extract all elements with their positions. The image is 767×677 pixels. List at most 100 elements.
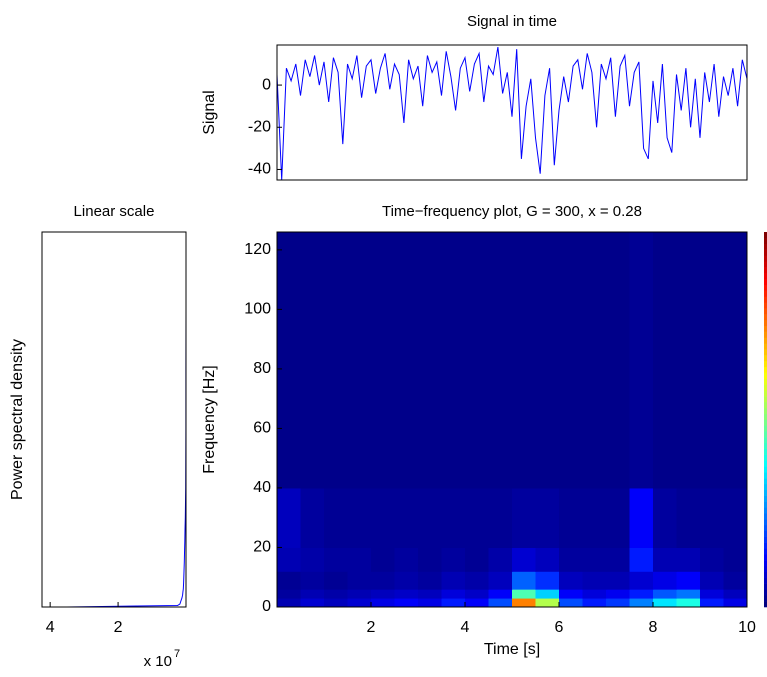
heatmap-cell <box>723 232 747 489</box>
heatmap-cell <box>418 598 442 607</box>
colorbar-strip <box>764 314 767 321</box>
heatmap-cell <box>512 232 536 489</box>
y-tick-label: 40 <box>253 479 271 496</box>
colorbar-strip <box>764 577 767 584</box>
heatmap-cell <box>535 589 560 599</box>
colorbar-strip <box>764 232 767 239</box>
heatmap-cell <box>676 598 701 607</box>
heatmap-cell <box>629 589 654 599</box>
heatmap-cell <box>582 598 607 607</box>
heatmap-cell <box>559 547 583 572</box>
heatmap-cell <box>324 232 348 489</box>
heatmap-cell <box>418 589 442 599</box>
colorbar-strip <box>764 571 767 579</box>
colorbar-strip <box>764 278 767 286</box>
heatmap-cell <box>582 487 607 548</box>
heatmap-cell <box>347 487 372 548</box>
colorbar-strip <box>764 325 767 332</box>
colorbar-strip <box>764 360 767 368</box>
heatmap-cell <box>324 571 348 590</box>
colorbar-strip <box>764 425 767 432</box>
heatmap-cell <box>512 589 536 599</box>
heatmap-cell <box>535 232 560 489</box>
y-tick-label: 0 <box>262 598 271 615</box>
colorbar-strip <box>764 495 767 502</box>
heatmap-cell <box>629 547 654 572</box>
y-axis-label: Frequency [Hz] <box>201 365 218 473</box>
colorbar-strip <box>764 472 767 479</box>
heatmap-cell <box>418 487 442 548</box>
heatmap-cell <box>559 487 583 548</box>
colorbar-strip <box>764 355 767 362</box>
x-tick-label: 2 <box>114 619 123 636</box>
heatmap-cell <box>441 547 466 572</box>
x-tick-label: 4 <box>46 619 55 636</box>
heatmap-cell <box>465 547 489 572</box>
colorbar-strip <box>764 478 767 485</box>
colorbar-strip <box>764 583 767 590</box>
colorbar-strip <box>764 454 767 461</box>
heatmap-cell <box>300 598 325 607</box>
heatmap-cell <box>512 487 536 548</box>
x-tick-label: 4 <box>461 619 470 636</box>
heatmap-cell <box>371 571 395 590</box>
colorbar-strip <box>764 589 767 596</box>
colorbar-strip <box>764 595 767 602</box>
heatmap-cell <box>441 589 466 599</box>
heatmap-cell <box>394 571 419 590</box>
heatmap-cell <box>277 487 301 548</box>
colorbar-strip <box>764 565 767 573</box>
x-multiplier-exponent: 7 <box>174 648 180 660</box>
y-tick-label: -20 <box>248 118 271 135</box>
colorbar-strip <box>764 401 767 409</box>
heatmap-cell <box>488 571 513 590</box>
colorbar-strip <box>764 378 767 385</box>
colorbar-strip <box>764 536 767 543</box>
heatmap-cell <box>465 571 489 590</box>
heatmap-cell <box>277 598 301 607</box>
heatmap-cell <box>700 598 724 607</box>
heatmap-cell <box>653 487 677 548</box>
heatmap-cell <box>535 487 560 548</box>
heatmap-cell <box>653 571 677 590</box>
heatmap-cell <box>582 547 607 572</box>
colorbar-strip <box>764 249 767 256</box>
x-tick-label: 6 <box>555 619 564 636</box>
heatmap-cell <box>512 571 536 590</box>
heatmap-cell <box>300 571 325 590</box>
heatmap-cell <box>441 232 466 489</box>
heatmap-cell <box>324 547 348 572</box>
colorbar-strip <box>764 542 767 549</box>
heatmap-cell <box>606 589 630 599</box>
heatmap-cell <box>653 232 677 489</box>
heatmap-cell <box>700 571 724 590</box>
heatmap-cell <box>347 232 372 489</box>
heatmap-cell <box>606 547 630 572</box>
colorbar-strip <box>764 237 767 245</box>
colorbar-strip <box>764 466 767 473</box>
heatmap-cell <box>371 589 395 599</box>
colorbar-strip <box>764 243 767 250</box>
colorbar-strip <box>764 513 767 520</box>
heatmap-cell <box>277 232 301 489</box>
heatmap-cell <box>394 487 419 548</box>
heatmap-cell <box>700 487 724 548</box>
colorbar-strip <box>764 554 767 561</box>
y-tick-label: 100 <box>244 301 271 318</box>
heatmap-cell <box>723 571 747 590</box>
heatmap-cell <box>606 571 630 590</box>
heatmap-cell <box>465 487 489 548</box>
colorbar-strip <box>764 290 767 297</box>
heatmap-cell <box>488 232 513 489</box>
y-axis-label: Signal <box>201 90 218 134</box>
heatmap-cell <box>582 232 607 489</box>
colorbar-strip <box>764 261 767 268</box>
colorbar-strip <box>764 501 767 508</box>
colorbar-strip <box>764 519 767 526</box>
heatmap-cell <box>653 598 677 607</box>
colorbar-strip <box>764 349 767 356</box>
heatmap-cell <box>629 232 654 489</box>
colorbar-strip <box>764 483 767 491</box>
heatmap-cell <box>394 547 419 572</box>
colorbar-strip <box>764 548 767 555</box>
